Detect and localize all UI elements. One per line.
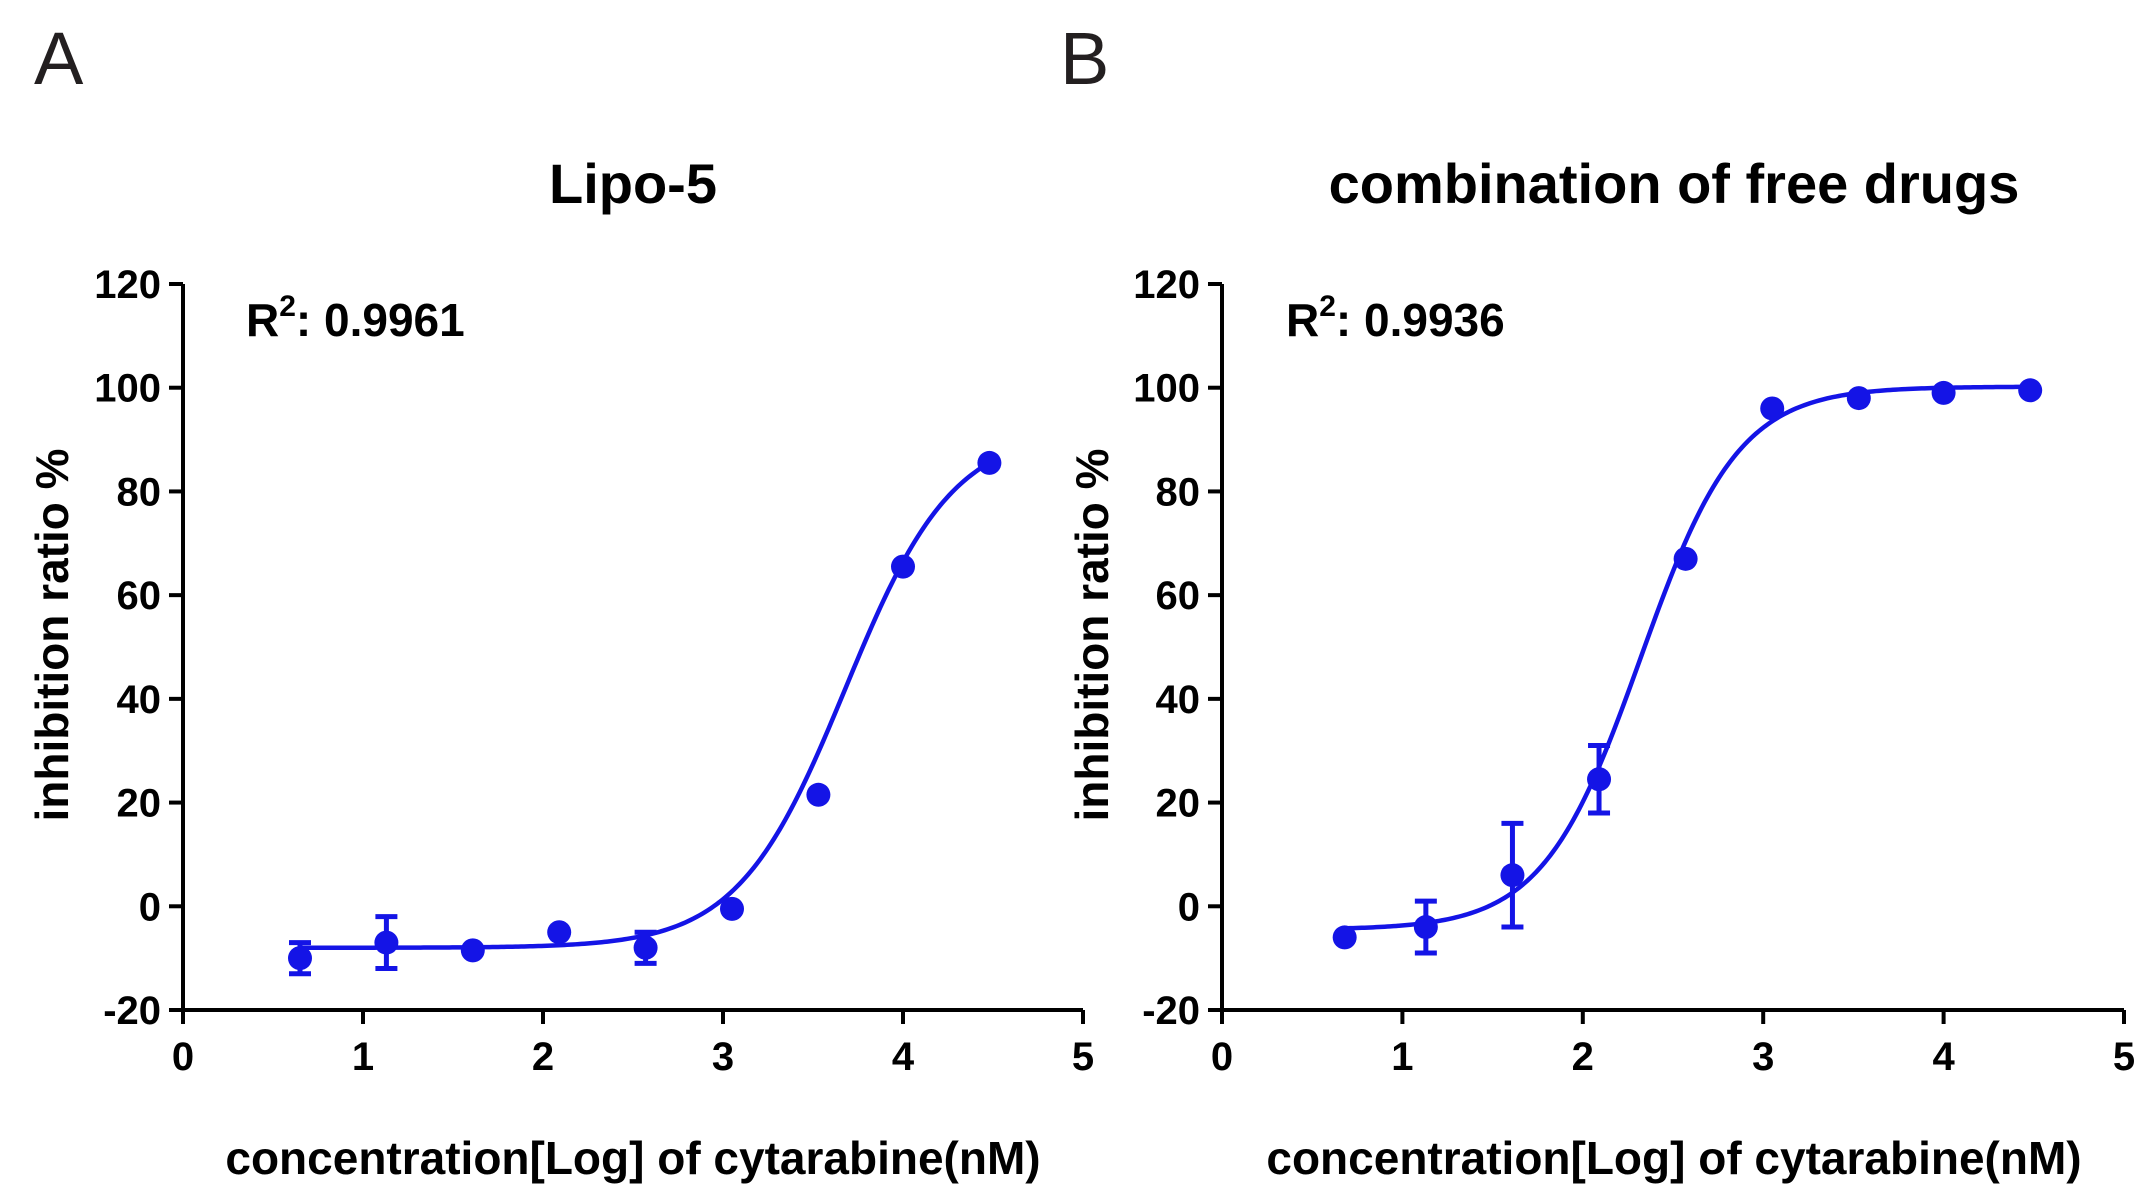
panel-letter-a: A <box>34 17 84 100</box>
r-squared-annotation-b: R2: 0.9936 <box>1286 290 1505 346</box>
data-point-a <box>891 554 915 579</box>
data-point-a <box>806 782 831 807</box>
data-point-b <box>1332 925 1357 950</box>
y-tick-label-b: 0 <box>1178 885 1200 929</box>
y-tick-label-a: 120 <box>94 263 161 307</box>
x-tick-label-b: 4 <box>1932 1035 1955 1079</box>
x-tick-label-a: 1 <box>352 1035 374 1079</box>
x-tick-label-a: 3 <box>712 1035 734 1079</box>
x-tick-label-a: 0 <box>172 1035 194 1079</box>
y-tick-label-a: 80 <box>117 470 162 514</box>
y-tick-label-a: 0 <box>139 885 161 929</box>
y-tick-label-b: 100 <box>1133 367 1200 411</box>
y-tick-label-b: 80 <box>1156 470 1201 514</box>
r-squared-symbol-a: R <box>246 294 279 346</box>
r-squared-annotation-a: R2: 0.9961 <box>246 290 465 346</box>
data-point-a <box>977 450 1002 475</box>
y-tick-label-b: 40 <box>1156 678 1201 722</box>
x-tick-label-b: 2 <box>1572 1035 1594 1079</box>
data-point-b <box>1673 546 1698 571</box>
x-tick-label-b: 5 <box>2113 1035 2135 1079</box>
data-point-b <box>1846 386 1871 411</box>
data-point-b <box>1931 380 1956 405</box>
data-point-b <box>1500 863 1525 888</box>
x-tick-label-b: 0 <box>1211 1035 1233 1079</box>
data-marks-a <box>288 450 1002 977</box>
y-tick-label-b: 20 <box>1156 782 1201 826</box>
y-axis-label-b: inhibition ratio % <box>1066 448 1118 821</box>
data-point-a <box>374 930 399 955</box>
data-point-a <box>547 920 572 945</box>
y-tick-label-b: 120 <box>1133 263 1200 307</box>
x-axis-label-a: concentration[Log] of cytarabine(nM) <box>225 1132 1040 1184</box>
panel-b: B combination of free drugs R2: 0.9936 -… <box>1060 17 2135 1184</box>
r-squared-superscript-b: 2 <box>1319 290 1336 323</box>
y-tick-label-a: 60 <box>117 574 162 618</box>
data-point-a <box>633 935 658 960</box>
data-point-a <box>288 946 312 971</box>
data-marks-b <box>1332 378 2043 956</box>
x-tick-label-a: 4 <box>892 1035 915 1079</box>
data-point-b <box>1413 915 1438 940</box>
x-tick-label-b: 3 <box>1752 1035 1774 1079</box>
y-tick-label-a: 40 <box>117 678 162 722</box>
fit-curve-b <box>1344 384 2031 931</box>
r-squared-superscript-a: 2 <box>279 290 296 323</box>
data-point-b <box>1587 767 1612 792</box>
data-point-b <box>1760 396 1785 421</box>
data-point-a <box>720 896 744 921</box>
data-point-b <box>2018 378 2043 403</box>
x-axis-label-b: concentration[Log] of cytarabine(nM) <box>1266 1132 2081 1184</box>
y-tick-label-b: -20 <box>1142 989 1200 1033</box>
y-axis-label-a: inhibition ratio % <box>26 448 78 821</box>
fit-curve-a <box>300 460 991 950</box>
r-squared-value-a: : 0.9961 <box>296 294 465 346</box>
x-tick-label-a: 2 <box>532 1035 554 1079</box>
x-tick-label-b: 1 <box>1391 1035 1413 1079</box>
data-point-a <box>460 938 485 963</box>
chart-title-b: combination of free drugs <box>1329 152 2020 215</box>
y-tick-label-b: 60 <box>1156 574 1201 618</box>
y-tick-label-a: 100 <box>94 367 161 411</box>
r-squared-value-b: : 0.9936 <box>1336 294 1505 346</box>
panel-letter-b: B <box>1060 17 1109 100</box>
y-tick-label-a: 20 <box>117 782 162 826</box>
r-squared-symbol-b: R <box>1286 294 1319 346</box>
chart-title-a: Lipo-5 <box>549 152 717 215</box>
y-tick-label-a: -20 <box>103 989 161 1033</box>
x-tick-label-a: 5 <box>1072 1035 1094 1079</box>
